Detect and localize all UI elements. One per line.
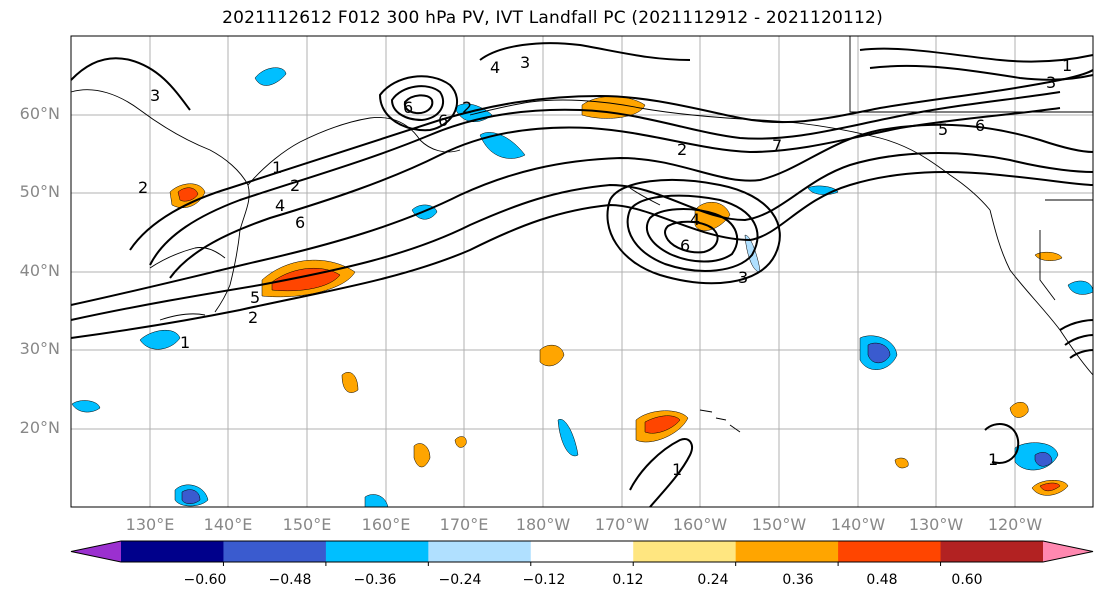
- contour-value-label: 5: [938, 120, 949, 139]
- colorbar-tick-5: −0.12: [522, 572, 566, 588]
- colorbar-segment: [940, 541, 1044, 562]
- contour-value-label: 5: [250, 288, 261, 307]
- lon-label-140w: 140°W: [830, 515, 886, 534]
- contour-value-label: 1: [988, 450, 999, 469]
- contour-value-label: 7: [772, 136, 783, 155]
- lon-label-160w: 160°W: [672, 515, 728, 534]
- contour-value-label: 4: [275, 196, 286, 215]
- colorbar-extend-low: [71, 541, 121, 562]
- lat-label-30n: 30°N: [19, 339, 60, 358]
- contour-value-label: 6: [403, 98, 414, 117]
- contour-value-label: 2: [677, 140, 688, 159]
- colorbar-tick-8: 0.36: [782, 572, 814, 588]
- contour-value-label: 6: [295, 213, 306, 232]
- lon-label-120w: 120°W: [987, 515, 1043, 534]
- contour-value-label: 6: [438, 111, 449, 130]
- lon-label-160e: 160°E: [361, 515, 411, 534]
- lat-label-60n: 60°N: [19, 104, 60, 123]
- contour-value-label: 6: [680, 236, 691, 255]
- colorbar-tick-2: −0.48: [268, 572, 312, 588]
- map-border: [70, 35, 1094, 508]
- lat-label-20n: 20°N: [19, 418, 60, 437]
- colorbar-tick-3: −0.36: [353, 572, 397, 588]
- colorbar-tick-4: −0.24: [438, 572, 482, 588]
- colorbar-segment: [223, 541, 327, 562]
- lon-label-150w: 150°W: [751, 515, 807, 534]
- lon-label-180w: 180°W: [515, 515, 571, 534]
- contour-value-label: 1: [672, 460, 683, 479]
- lat-label-40n: 40°N: [19, 261, 60, 280]
- contour-value-label: 1: [1062, 56, 1073, 75]
- lon-label-170e: 170°E: [439, 515, 489, 534]
- lon-label-170w: 170°W: [594, 515, 650, 534]
- colorbar-segment: [325, 541, 429, 562]
- contour-value-label: 2: [290, 176, 301, 195]
- colorbar-extend-high: [1043, 541, 1093, 562]
- colorbar-tick-9: 0.48: [866, 572, 898, 588]
- colorbar-segment: [530, 541, 634, 562]
- contour-value-label: 4: [690, 210, 701, 229]
- chart-title: 2021112612 F012 300 hPa PV, IVT Landfall…: [222, 8, 883, 28]
- contour-value-label: 2: [462, 98, 473, 117]
- colorbar-tick-6: 0.12: [612, 572, 644, 588]
- colorbar-outline: [70, 540, 1094, 563]
- colorbar-segment: [838, 541, 942, 562]
- colorbar: [70, 540, 1094, 566]
- colorbar-segment: [121, 541, 224, 562]
- contour-value-label: 1: [272, 158, 283, 177]
- contour-value-label: 2: [138, 178, 149, 197]
- colorbar-tick-1: −0.60: [183, 572, 227, 588]
- contours: [70, 42, 1094, 508]
- lon-label-150e: 150°E: [282, 515, 332, 534]
- colorbar-tick-10: 0.60: [951, 572, 983, 588]
- contour-value-label: 1: [180, 333, 191, 352]
- contour-value-label: 2: [248, 308, 259, 327]
- colorbar-segment: [428, 541, 532, 562]
- contour-value-label: 3: [520, 53, 531, 72]
- lon-label-140e: 140°E: [203, 515, 253, 534]
- map-panel: [70, 35, 1094, 508]
- colorbar-segment: [633, 541, 737, 562]
- contour-value-label: 3: [1046, 73, 1057, 92]
- lon-label-130w: 130°W: [908, 515, 964, 534]
- contour-value-label: 4: [490, 58, 501, 77]
- contour-value-label: 3: [150, 86, 161, 105]
- lat-label-50n: 50°N: [19, 182, 60, 201]
- contour-value-label: 3: [738, 268, 749, 287]
- colorbar-tick-7: 0.24: [697, 572, 729, 588]
- lon-label-130e: 130°E: [125, 515, 175, 534]
- contour-value-label: 6: [975, 116, 986, 135]
- colorbar-segment: [735, 541, 839, 562]
